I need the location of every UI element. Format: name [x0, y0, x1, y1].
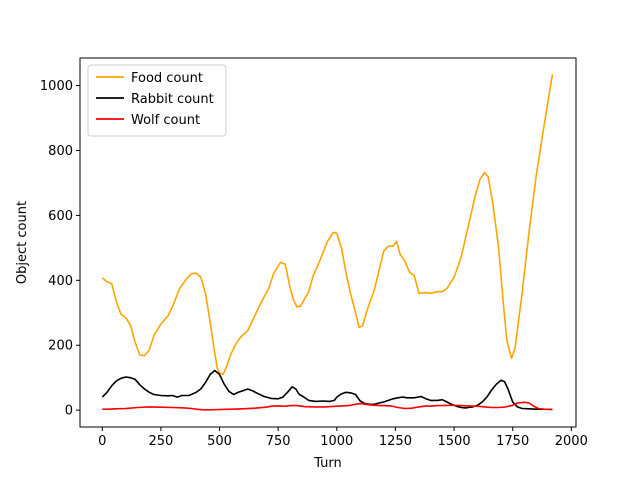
- axes-frame: [79, 57, 577, 428]
- x-tick-label: 1500: [438, 434, 471, 449]
- x-axis-ticks: 0 250 500 750 1000 1250 1500 1750 2000: [98, 427, 588, 449]
- x-tick-label: 750: [266, 434, 291, 449]
- legend-label-2: Rabbit count: [131, 92, 214, 107]
- y-tick-label: 600: [48, 209, 73, 224]
- series-line-3: [102, 401, 553, 411]
- y-tick-label: 0: [65, 404, 73, 419]
- legend: Food count Rabbit count Wolf count: [87, 64, 227, 137]
- x-tick-label: 500: [207, 434, 232, 449]
- y-tick-label: 200: [48, 339, 73, 354]
- plot-lines: [101, 74, 554, 411]
- x-tick-label: 1000: [320, 434, 353, 449]
- x-tick-label: 1250: [379, 434, 412, 449]
- x-axis-label: Turn: [313, 456, 342, 471]
- legend-label-3: Wolf count: [131, 113, 200, 128]
- x-tick-label: 2000: [555, 434, 588, 449]
- x-tick-label: 0: [98, 434, 106, 449]
- y-axis-ticks: 0 200 400 600 800 1000: [40, 79, 80, 419]
- y-tick-label: 400: [48, 274, 73, 289]
- y-tick-label: 800: [48, 144, 73, 159]
- legend-label-1: Food count: [131, 71, 203, 86]
- y-tick-label: 1000: [40, 79, 73, 94]
- x-tick-label: 250: [148, 434, 173, 449]
- series-line-1: [101, 74, 554, 376]
- x-tick-label: 1750: [496, 434, 529, 449]
- y-axis-label: Object count: [15, 201, 30, 284]
